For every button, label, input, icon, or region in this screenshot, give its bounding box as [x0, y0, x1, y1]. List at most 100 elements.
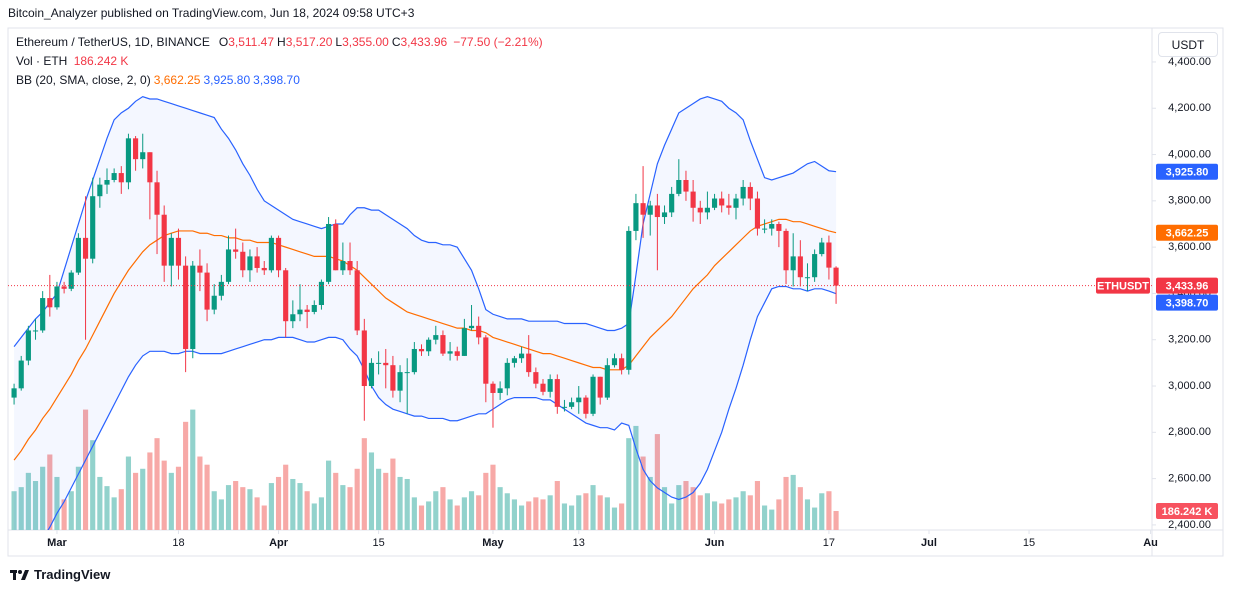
candle-body — [40, 298, 46, 331]
y-tick-label: 3,600.00 — [1168, 241, 1211, 253]
y-tick-label: 2,400.00 — [1168, 519, 1211, 531]
volume-bar — [619, 503, 625, 530]
volume-bar — [54, 476, 60, 530]
indicator-line — [13, 218, 837, 461]
candle-body — [833, 267, 839, 286]
candle-body — [733, 198, 739, 208]
volume-bar — [583, 493, 589, 530]
x-tick-label: Au — [1143, 537, 1158, 549]
volume-bar — [90, 440, 96, 530]
candle-body — [762, 228, 768, 230]
candle-body — [118, 173, 124, 183]
ohlc-value: 3,433.96 — [400, 35, 448, 49]
symbol-title: Ethereum / TetherUS, 1D, BINANCE — [16, 35, 210, 49]
volume-bar — [25, 472, 31, 530]
volume-bar — [204, 464, 210, 530]
candle-body — [583, 397, 589, 414]
candle-body — [154, 182, 160, 215]
volume-bar — [597, 495, 603, 530]
price-label: 186.242 K — [1162, 506, 1213, 518]
candle-body — [540, 383, 546, 392]
volume-bar — [32, 481, 39, 530]
volume-bar — [218, 499, 224, 530]
volume-bar — [804, 499, 811, 530]
volume-bar — [554, 481, 560, 530]
candle-body — [819, 242, 825, 255]
candle-body — [304, 309, 310, 312]
ohlc-value: 3,355.00 — [342, 35, 389, 49]
price-label-box — [1156, 277, 1218, 294]
candle-body — [404, 372, 410, 374]
price-label: 3,433.96 — [1166, 280, 1209, 292]
band-fill — [14, 96, 837, 530]
candle-body — [211, 295, 217, 310]
price-label-box — [1156, 502, 1218, 519]
y-tick-label: 4,400.00 — [1168, 56, 1211, 68]
candle-body — [82, 237, 89, 259]
volume-bar — [769, 509, 775, 530]
candle-body — [676, 180, 682, 194]
candle-body — [190, 265, 196, 349]
logo — [10, 569, 29, 580]
indicator-line — [47, 285, 837, 530]
volume-bar — [211, 491, 217, 530]
volume-bar — [640, 456, 646, 530]
volume-bar — [82, 409, 89, 530]
volume-bar — [311, 503, 317, 530]
y-tick-label: 3,200.00 — [1168, 334, 1211, 346]
candle-body — [326, 223, 332, 282]
volume-bar — [426, 501, 432, 530]
candle-body — [11, 388, 17, 398]
volume-bar — [518, 505, 525, 530]
candle-body — [318, 281, 325, 305]
candle-body — [418, 348, 425, 352]
y-tick-label: 2,600.00 — [1168, 473, 1211, 485]
volume-bar — [447, 499, 453, 530]
x-tick-label: 15 — [372, 537, 384, 549]
candle-body — [454, 351, 460, 356]
volume-bar — [404, 478, 410, 530]
candle-body — [533, 372, 539, 384]
currency-button[interactable]: USDT — [1158, 32, 1218, 57]
volume-bar — [240, 487, 246, 530]
candle-body — [18, 360, 24, 389]
volume-bar — [133, 472, 139, 530]
candle-body — [697, 207, 703, 213]
candle-body — [340, 261, 346, 271]
volume-bar — [75, 466, 81, 530]
volume-bar — [97, 476, 103, 530]
volume-bar — [683, 481, 689, 530]
volume-bar — [354, 468, 360, 530]
candle-body — [347, 261, 353, 271]
volume-bar — [147, 452, 153, 530]
candle-body — [168, 237, 174, 266]
candle-body — [290, 314, 296, 322]
volume-bar — [676, 485, 682, 530]
volume-bar — [297, 483, 303, 530]
volume-bar — [104, 486, 110, 530]
volume-value: 186.242 K — [73, 54, 129, 68]
candle-body — [97, 184, 103, 197]
candle-body — [275, 237, 282, 271]
volume-bar — [140, 468, 146, 530]
volume-bar — [819, 493, 825, 530]
candle-body — [247, 256, 253, 271]
volume-bar — [576, 495, 582, 530]
symbol-label-box — [1096, 277, 1150, 294]
candle-body — [297, 309, 303, 315]
volume-bar — [654, 434, 660, 530]
candle-body — [526, 353, 532, 373]
volume-bar — [261, 505, 267, 530]
axes: 2,400.00 2,600.00 2,800.00 3,000.00 3,200.00… — [47, 56, 1218, 549]
volume-bar — [483, 472, 489, 530]
ohlc-key: C — [391, 35, 401, 49]
volume-bar — [61, 499, 67, 530]
candle-body — [661, 212, 668, 218]
volume-bar — [826, 491, 832, 530]
candle-body — [511, 358, 517, 363]
volume-name: Vol · ETH — [16, 54, 68, 68]
candle-body — [261, 267, 267, 271]
volume-bar — [747, 495, 753, 530]
volume-bar — [726, 499, 732, 530]
